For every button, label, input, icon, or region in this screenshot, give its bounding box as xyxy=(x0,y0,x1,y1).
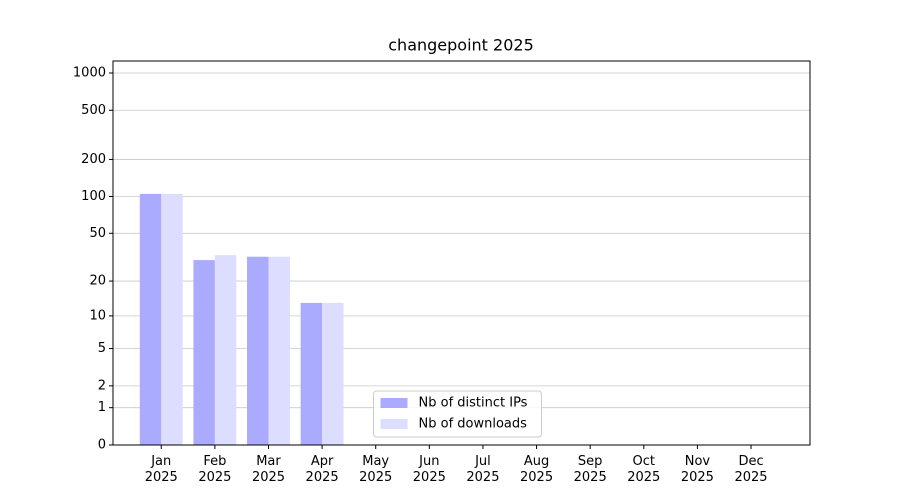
legend-box xyxy=(373,390,542,438)
x-tick-label: Dec 2025 xyxy=(734,454,768,485)
x-tick-label: Nov 2025 xyxy=(680,454,714,485)
bar xyxy=(161,193,183,445)
bar xyxy=(300,302,323,445)
x-tick-label: Jun 2025 xyxy=(412,454,446,485)
x-tick-label: Oct 2025 xyxy=(627,454,661,485)
legend-swatch xyxy=(380,419,408,429)
bar xyxy=(247,256,269,445)
chart-title: changepoint 2025 xyxy=(388,36,534,55)
y-tick-label: 5 xyxy=(98,341,106,356)
x-tick-label: Sep 2025 xyxy=(573,454,607,485)
x-tick-label: Aug 2025 xyxy=(520,454,554,485)
x-tick-label: Apr 2025 xyxy=(305,454,339,485)
y-tick-label: 0 xyxy=(98,438,106,453)
y-tick-label: 500 xyxy=(81,103,106,118)
legend-label: Nb of downloads xyxy=(419,417,528,432)
bar xyxy=(214,255,237,445)
y-tick-label: 20 xyxy=(89,274,106,289)
x-tick-label: Feb 2025 xyxy=(198,454,232,485)
y-tick-label: 200 xyxy=(81,152,106,167)
bar xyxy=(139,193,162,445)
x-tick-label: Mar 2025 xyxy=(251,454,286,485)
y-tick-label: 2 xyxy=(98,378,106,393)
x-tick-label: Jul 2025 xyxy=(466,454,500,485)
bar xyxy=(322,302,344,445)
y-tick-label: 100 xyxy=(81,189,106,204)
y-tick-label: 1 xyxy=(98,400,106,415)
legend-label: Nb of distinct IPs xyxy=(419,396,528,411)
x-tick-label: Jan 2025 xyxy=(144,454,178,485)
plot-frame xyxy=(112,60,811,446)
x-tick-label: May 2025 xyxy=(359,454,393,485)
y-tick-label: 10 xyxy=(89,308,106,323)
legend-swatch xyxy=(380,398,408,408)
y-tick-label: 50 xyxy=(89,226,106,241)
y-tick-label: 1000 xyxy=(73,66,106,81)
bar xyxy=(268,256,290,445)
bar xyxy=(193,260,215,445)
legend: Nb of distinct IPs Nb of downloads xyxy=(373,390,542,438)
